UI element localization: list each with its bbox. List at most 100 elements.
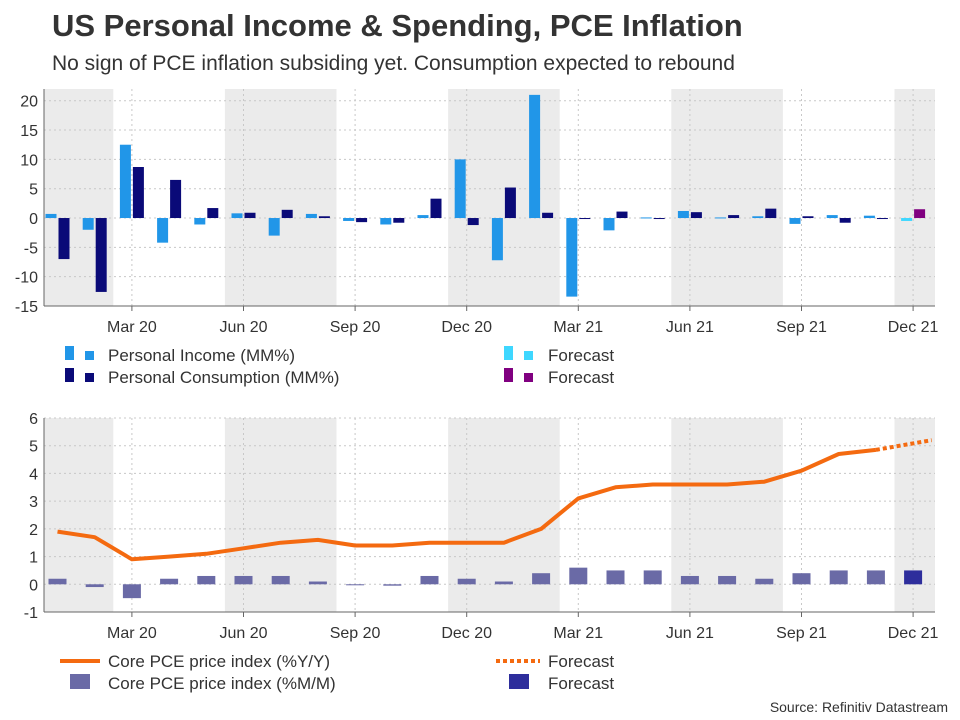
bottom-chart-y-tick-label: -1 [24,605,38,622]
consumption-bar [281,209,293,219]
income-bar [417,215,429,219]
consumption-bar [430,198,442,219]
top-chart-y-tick-label: -15 [15,299,38,316]
legend-mm-forecast-swatch [509,674,529,689]
income-bar [566,218,578,297]
legend-mm-forecast-label: Forecast [548,674,614,693]
consumption-bar [356,218,368,223]
legend-consumption-forecast-swatch [504,368,513,382]
top-chart-x-tick-label: Sep 20 [330,319,381,336]
core-mm-bar [48,578,67,585]
income-bar [305,213,317,219]
top-chart-shade-band [894,89,935,306]
legend-income-forecast-swatch [524,351,533,360]
income-bar [752,216,764,219]
chart-title: US Personal Income & Spending, PCE Infla… [52,8,743,43]
bottom-chart-y-tick-label: 3 [29,494,38,511]
consumption-bar [876,218,888,220]
bottom-chart-y-tick-label: 1 [29,550,38,567]
consumption-bar [318,216,330,219]
legend-income-forecast-swatch [504,346,513,360]
core-yy-forecast-line [875,438,933,452]
core-mm-bar [160,578,179,585]
consumption-bar [690,212,702,219]
income-bar [789,218,801,224]
legend-core-mm-swatch [70,674,90,689]
top-chart-y-tick-label: 15 [20,123,38,140]
bottom-chart-y-tick-label: 0 [29,577,38,594]
bottom-chart-x-tick-label: Dec 20 [441,625,492,642]
consumption-bar [132,167,144,219]
consumption-bar [58,218,70,260]
income-bar [677,210,689,219]
top-chart-shade-band [224,89,337,306]
consumption-bar [244,212,256,219]
legend-consumption-forecast-swatch [524,373,533,382]
income-bar [45,213,57,219]
consumption-bar [765,208,777,219]
top-chart-x-tick-label: Mar 20 [107,319,157,336]
income-bar [231,213,243,219]
consumption-bar [504,187,516,219]
consumption-bar [207,208,219,219]
top-chart-x-tick-label: Sep 21 [776,319,827,336]
core-mm-bar [85,584,104,588]
consumption-bar [95,218,107,292]
core-mm-bar [197,575,216,585]
core-mm-bar [532,573,551,585]
top-chart-shade-band [671,89,783,306]
legend-consumption-swatch [85,373,94,382]
bottom-chart-x-tick-label: Jun 20 [219,625,267,642]
top-chart-y-tick-label: -5 [24,240,38,257]
top-chart-y-tick-label: 5 [29,182,38,199]
core-mm-bar [457,578,476,585]
legend-core-yy-label: Core PCE price index (%Y/Y) [108,652,330,671]
bottom-chart-x-tick-label: Mar 20 [107,625,157,642]
income-bar [454,159,466,219]
income-bar [157,218,169,243]
core-mm-bar [308,581,327,585]
legend-income-label: Personal Income (MM%) [108,346,295,365]
income-bar [82,218,94,230]
consumption-bar [467,218,479,226]
core-yy-line [57,447,877,562]
income-bar [491,218,503,261]
legend-income-forecast-label: Forecast [548,346,614,365]
core-mm-bar [234,575,253,585]
core-mm-bar [680,575,699,585]
income-bar [343,218,355,221]
core-mm-bar [122,584,141,599]
legend-core-mm-label: Core PCE price index (%M/M) [108,674,336,693]
consumption-bar [393,218,405,223]
bottom-chart-y-tick-label: 2 [29,522,38,539]
core-mm-bar [792,573,811,585]
core-mm-bar [829,570,848,585]
legend-yy-forecast-label: Forecast [548,652,614,671]
core-mm-bar [866,570,885,585]
bottom-chart-y-tick-label: 4 [29,466,38,483]
income-bar [863,215,875,219]
bottom-chart-x-tick-label: Mar 21 [553,625,603,642]
income-bar [715,217,727,219]
legend-consumption-forecast-label: Forecast [548,368,614,387]
top-chart-x-tick-label: Dec 20 [441,319,492,336]
income-bar [640,217,652,219]
income-bar [194,218,206,225]
income-bar [826,215,838,219]
top-chart-y-tick-label: 10 [20,152,38,169]
bottom-chart-x-tick-label: Sep 21 [776,625,827,642]
core-mm-bar [606,570,625,585]
legend-consumption-swatch [65,368,74,382]
income-bar [603,218,615,231]
core-mm-bar [718,575,737,585]
core-mm-bar [420,575,439,585]
top-chart-x-tick-label: Mar 21 [553,319,603,336]
consumption-bar [579,218,591,220]
income-bar [529,94,541,219]
consumption-bar [653,218,665,220]
top-chart-y-tick-label: -10 [15,270,38,287]
consumption-bar [839,218,851,223]
bottom-chart-x-tick-label: Jun 21 [666,625,714,642]
source-note: Source: Refinitiv Datastream [769,699,948,715]
